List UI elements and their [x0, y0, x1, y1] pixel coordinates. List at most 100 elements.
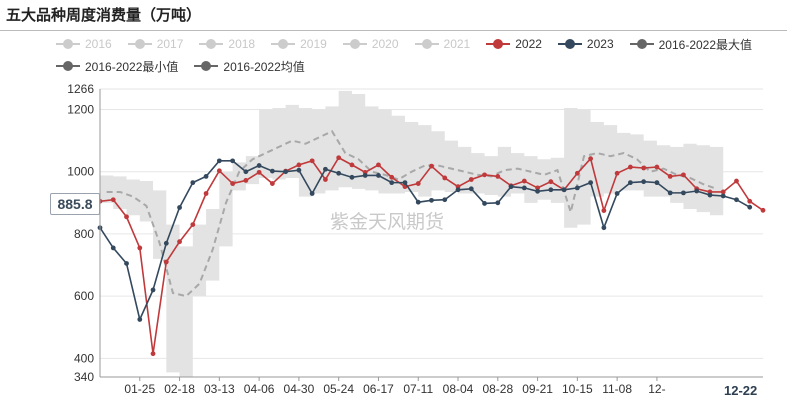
data-point-2023	[137, 317, 143, 322]
legend-item-2016-2022最小值[interactable]: 2016-2022最小值	[56, 58, 178, 75]
legend-item-2016-2022均值[interactable]: 2016-2022均值	[194, 58, 305, 75]
data-point-2023	[150, 287, 156, 293]
x-tick-label: 06-17	[363, 382, 394, 396]
data-point-2022	[442, 175, 448, 181]
x-tick-label: 04-30	[284, 382, 315, 396]
data-point-2022	[720, 189, 726, 195]
legend-label: 2016-2022均值	[223, 59, 305, 74]
series-band-max-min	[100, 90, 724, 377]
data-point-2023	[455, 187, 461, 193]
data-point-2023	[110, 245, 116, 251]
data-point-2023	[190, 180, 196, 186]
data-point-2023	[508, 184, 514, 190]
data-point-2022	[760, 207, 766, 213]
legend-row-2: 2016-2022最小值 2016-2022均值	[56, 55, 776, 77]
data-point-2023	[535, 188, 540, 194]
legend-row-1: 2016 2017 2018 2019 2020 2021 2022 2023 2016-202…	[56, 33, 776, 55]
data-point-2023	[614, 191, 620, 196]
data-point-2022	[495, 173, 501, 179]
data-point-2023	[323, 166, 328, 172]
data-point-2022	[614, 170, 620, 176]
data-point-2022	[190, 222, 196, 228]
data-point-2023	[124, 261, 129, 266]
y-tick-label: 1000	[67, 165, 94, 179]
data-point-2022	[336, 155, 342, 161]
legend-item-2016-2022最大值[interactable]: 2016-2022最大值	[629, 36, 753, 53]
data-point-2022	[177, 239, 182, 245]
x-end-label: 12-22	[724, 383, 758, 398]
data-point-2023	[256, 163, 262, 168]
y-axis: 340 400 600 800 1000 1200 1266	[67, 82, 101, 384]
data-point-2022	[548, 179, 554, 185]
data-point-2022	[163, 259, 169, 265]
x-tick-label: 12-	[648, 382, 665, 396]
x-tick-label: 02-18	[164, 382, 195, 396]
y-tick-label: 1266	[67, 82, 94, 96]
data-point-2023	[601, 225, 607, 231]
data-point-2023	[349, 174, 355, 180]
legend-item-2022[interactable]: 2022	[486, 37, 542, 51]
data-point-2023	[402, 180, 408, 186]
legend-marker-icon	[486, 38, 511, 50]
y-tick-label: 600	[74, 289, 94, 303]
data-point-2022	[574, 170, 580, 176]
x-tick-label: 01-25	[124, 382, 155, 396]
data-point-2023	[667, 190, 673, 196]
data-point-2022	[468, 177, 474, 182]
x-tick-label: 08-28	[482, 382, 513, 396]
legend-item-2019[interactable]: 2019	[271, 37, 327, 51]
data-point-2023	[495, 200, 501, 206]
data-point-2023	[415, 199, 421, 205]
data-point-2023	[442, 197, 448, 203]
y-tick-label: 340	[74, 370, 94, 384]
legend-label: 2018	[228, 37, 256, 51]
data-point-2022	[323, 177, 328, 182]
data-point-2023	[429, 197, 434, 203]
legend-item-2016[interactable]: 2016	[56, 37, 112, 51]
legend-item-2023[interactable]: 2023	[557, 37, 614, 51]
data-point-2022	[601, 208, 607, 214]
data-point-2022	[124, 214, 129, 220]
legend-item-2020[interactable]: 2020	[342, 37, 399, 51]
data-point-2022	[667, 173, 673, 179]
data-point-2023	[681, 190, 686, 196]
legend-item-2017[interactable]: 2017	[127, 37, 183, 51]
data-point-2022	[535, 185, 540, 191]
data-point-2022	[415, 181, 421, 186]
data-point-2022	[588, 156, 594, 162]
data-point-2022	[641, 165, 647, 171]
y-pointer-value: 885.8	[50, 193, 100, 215]
data-point-2022	[309, 158, 315, 164]
x-tick-label: 11-08	[602, 382, 632, 396]
data-point-2022	[349, 162, 355, 168]
data-point-2023	[734, 197, 739, 203]
data-point-2022	[482, 172, 487, 178]
data-point-2022	[150, 351, 156, 357]
data-point-2022	[654, 164, 660, 170]
legend-marker-icon	[414, 38, 439, 50]
data-point-2023	[216, 158, 222, 164]
data-point-2022	[628, 164, 633, 170]
data-point-2023	[230, 158, 236, 164]
series-mean-line	[106, 130, 717, 298]
x-tick-label: 03-13	[204, 382, 235, 396]
x-tick-label: 05-24	[323, 382, 354, 396]
x-axis: 01-25 02-18 03-13 04-06 04-30 05-24 06-17 07-11…	[100, 376, 763, 396]
legend-marker-icon	[127, 38, 152, 50]
data-point-2023	[654, 180, 660, 186]
data-point-2022	[203, 191, 209, 196]
legend-item-2021[interactable]: 2021	[414, 37, 470, 51]
legend-marker-icon	[271, 38, 296, 50]
legend-label: 2020	[371, 37, 399, 51]
data-point-2023	[641, 179, 647, 185]
data-point-2022	[296, 162, 302, 168]
x-tick-label: 04-06	[244, 382, 275, 396]
legend-label: 2023	[586, 37, 614, 51]
legend-label: 2016-2022最大值	[658, 37, 753, 52]
y-tick-label: 400	[74, 351, 94, 365]
watermark: 紫金天风期货	[330, 211, 444, 233]
data-point-2023	[309, 191, 315, 196]
legend-item-2018[interactable]: 2018	[199, 37, 255, 51]
data-point-2023	[468, 186, 474, 192]
data-point-2023	[561, 187, 567, 193]
